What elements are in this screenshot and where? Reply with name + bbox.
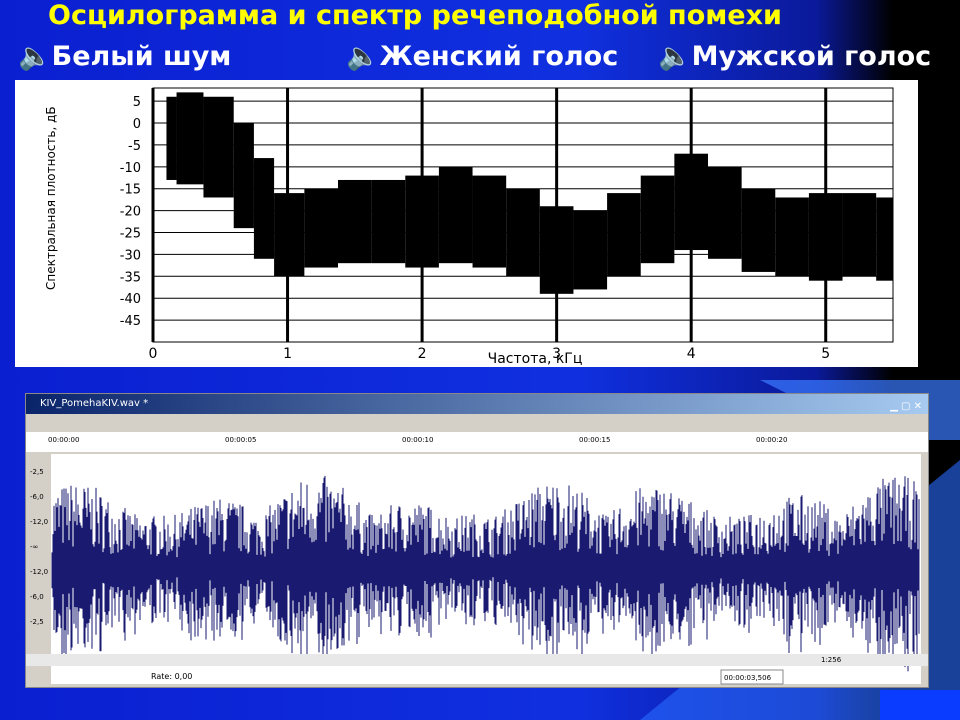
spectrum-band (253, 158, 275, 259)
time-label: 00:00:00 (48, 436, 79, 444)
y-tick-label: -5 (128, 139, 141, 154)
spectrum-band (166, 96, 177, 180)
spectrum-band (506, 188, 540, 277)
y-tick-label: -40 (120, 292, 141, 307)
link-text[interactable]: Женский голос (379, 41, 619, 72)
audio-link[interactable]: 🔈Белый шум (18, 41, 232, 72)
spectrum-band (405, 175, 439, 268)
x-axis-label: Частота, кГц (488, 351, 583, 367)
title-bar: KIV_PomehaKIV.wav * ▁ ▢ ✕ (26, 394, 928, 414)
spectrum-band (438, 166, 473, 264)
spectrum-band (203, 96, 234, 198)
spectrum-band (539, 206, 574, 294)
scale-label: -6,0 (30, 593, 44, 601)
waveform-view: 00:00:00 00:00:05 00:00:10 00:00:15 00:00:20… (26, 432, 928, 685)
y-tick-label: 5 (133, 95, 141, 110)
spectrum-band (741, 188, 776, 272)
scale-label: -6,0 (30, 493, 44, 501)
scrollbar (26, 654, 928, 666)
scale-label: -12,0 (30, 568, 48, 576)
ruler (26, 432, 928, 452)
spectrum-band (674, 153, 708, 251)
scale-label: -2,5 (30, 618, 44, 626)
spectrum-band (708, 166, 742, 259)
time-label: 00:00:10 (402, 436, 433, 444)
scale-label: -∞ (30, 543, 38, 551)
window-buttons[interactable]: ▁ ▢ ✕ (890, 401, 922, 412)
spectrum-band (176, 92, 204, 185)
link-text[interactable]: Мужской голос (691, 41, 932, 72)
spectrum-chart: Спектральная плотность, дБ Частота, кГц … (15, 80, 918, 367)
spectrum-band (472, 175, 507, 268)
y-tick-label: -30 (120, 248, 141, 263)
scale-label: -12,0 (30, 518, 48, 526)
x-tick-label: 0 (149, 346, 158, 362)
spectrum-band (274, 193, 305, 277)
x-tick-label: 2 (418, 346, 427, 362)
spectrum-band (233, 123, 254, 229)
file-name: KIV_PomehaKIV.wav * (40, 398, 149, 409)
x-tick-label: 1 (283, 346, 292, 362)
position: 00:00:03,506 (724, 674, 772, 682)
editor-window: KIV_PomehaKIV.wav * ▁ ▢ ✕ 00:00:00 00:00:… (25, 393, 929, 688)
spectrum-band (842, 193, 877, 277)
spectrum-band (775, 197, 809, 277)
audio-link[interactable]: 🔈Мужской голос (658, 41, 932, 72)
y-tick-label: 0 (133, 117, 141, 132)
spectrum-band (371, 179, 406, 264)
spectrum-band (640, 175, 675, 264)
y-tick-label: -35 (120, 270, 141, 285)
y-tick-label: -45 (120, 314, 141, 329)
spectrum-band (607, 193, 641, 277)
y-tick-label: -15 (120, 183, 141, 198)
spectrum-band (338, 179, 372, 264)
y-tick-label: -25 (120, 227, 141, 242)
scale-label: -2,5 (30, 468, 44, 476)
spectrum-band (573, 210, 608, 290)
spectrum-band (876, 197, 893, 281)
time-label: 00:00:20 (756, 436, 787, 444)
rate: Rate: 0,00 (151, 672, 192, 681)
x-tick-label: 4 (687, 346, 696, 362)
spectrum-band (808, 193, 843, 281)
time-label: 00:00:15 (579, 436, 610, 444)
y-axis-label: Спектральная плотность, дБ (44, 106, 58, 290)
time-label: 00:00:05 (225, 436, 256, 444)
spectrum-band (304, 188, 338, 268)
slide-title: Осцилограмма и спектр речеподобной помех… (48, 0, 782, 31)
zoom: 1:256 (821, 656, 842, 664)
waveform (51, 475, 920, 672)
y-tick-label: -20 (120, 205, 141, 220)
x-tick-label: 3 (552, 346, 561, 362)
x-tick-label: 5 (821, 346, 830, 362)
position-box (720, 669, 784, 685)
y-tick-label: -10 (120, 161, 141, 176)
link-text[interactable]: Белый шум (51, 41, 232, 72)
audio-link[interactable]: 🔈Женский голос (346, 41, 619, 72)
